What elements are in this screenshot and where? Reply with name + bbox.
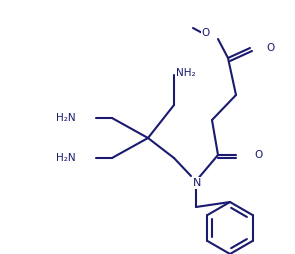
Text: H₂N: H₂N: [56, 113, 76, 123]
Text: H₂N: H₂N: [56, 153, 76, 163]
Text: NH₂: NH₂: [176, 68, 196, 78]
Text: O: O: [202, 28, 210, 38]
Text: N: N: [193, 178, 201, 188]
Text: O: O: [266, 43, 274, 53]
Text: O: O: [254, 150, 262, 160]
